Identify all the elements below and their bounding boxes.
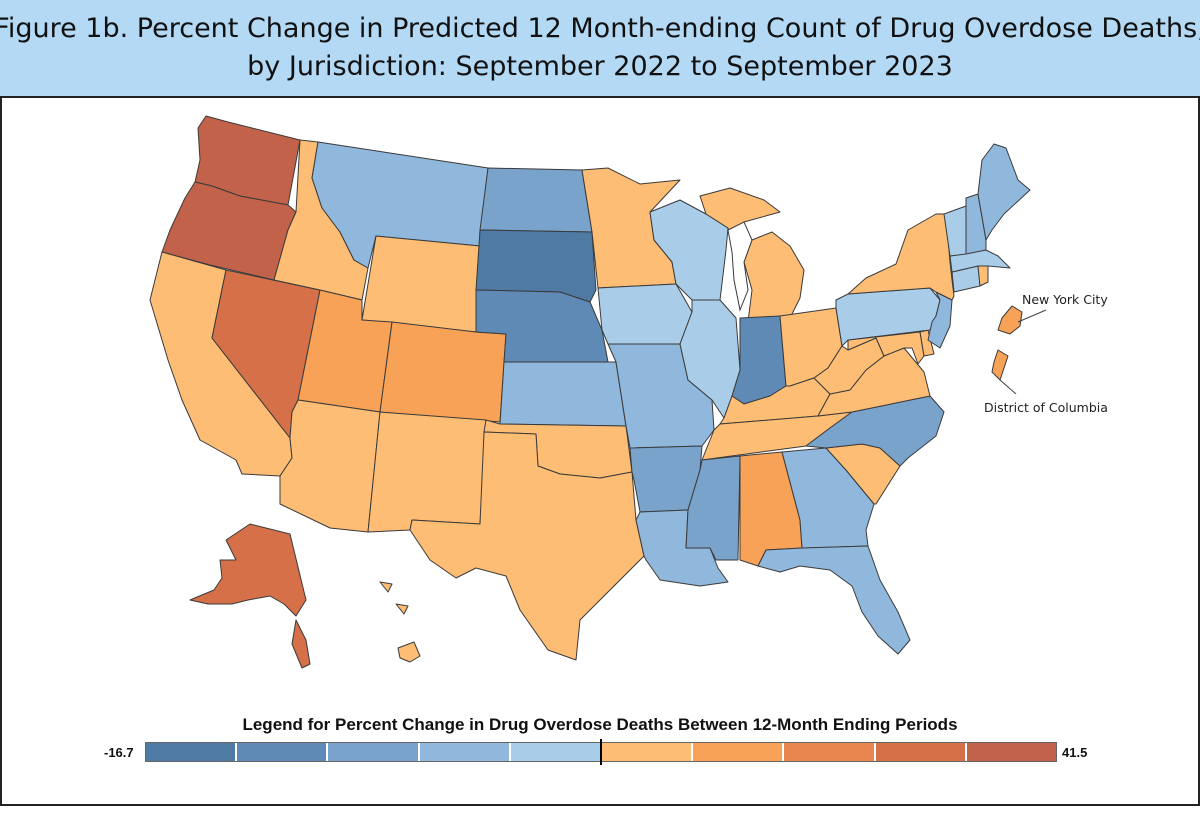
state-NJ [927, 291, 953, 349]
state-WY [361, 235, 481, 333]
jurisdiction-NYC [997, 305, 1023, 335]
legend-max-value: 41.5 [1062, 745, 1088, 760]
state-MA [949, 249, 1011, 273]
callout-label-nyc: New York City [1022, 292, 1108, 307]
state-MS [685, 455, 741, 561]
callout-line-nyc [1017, 309, 1047, 323]
figure-header: Figure 1b. Percent Change in Predicted 1… [0, 0, 1200, 98]
state-NC [805, 395, 945, 467]
state-NM [367, 411, 487, 533]
legend-swatch-9 [966, 743, 1057, 761]
state-FL [757, 545, 911, 655]
jurisdiction-DC [991, 349, 1009, 381]
callout-line-dc [999, 379, 1017, 395]
state-IA [597, 283, 693, 345]
legend-swatch-1 [237, 743, 329, 761]
state-CO [379, 321, 507, 423]
figure-title-line2: by Jurisdiction: September 2022 to Septe… [247, 51, 953, 82]
lake-michigan [727, 221, 753, 312]
state-AZ [279, 399, 381, 533]
state-RI [977, 265, 989, 287]
legend-swatch-8 [875, 743, 967, 761]
figure-frame [0, 97, 1200, 806]
legend-swatch-7 [784, 743, 876, 761]
state-AK [189, 523, 311, 669]
state-ND [479, 167, 593, 233]
state-NY [847, 213, 955, 301]
figure-title-line1: Figure 1b. Percent Change in Predicted 1… [0, 13, 1200, 44]
callout-label-dc: District of Columbia [984, 400, 1108, 415]
state-ME [977, 143, 1031, 241]
legend-swatch-6 [693, 743, 785, 761]
legend-swatch-0 [146, 743, 238, 761]
legend-min-value: -16.7 [104, 745, 134, 760]
legend-swatch-3 [419, 743, 511, 761]
state-NH [965, 193, 987, 255]
legend-swatch-4 [510, 743, 603, 761]
legend-swatch-5 [602, 743, 694, 761]
legend-title: Legend for Percent Change in Drug Overdo… [242, 715, 958, 734]
legend-zero-marker [600, 739, 602, 765]
state-HI [379, 581, 421, 663]
legend-swatch-2 [328, 743, 420, 761]
state-KS [499, 361, 627, 427]
state-TX [409, 431, 645, 661]
